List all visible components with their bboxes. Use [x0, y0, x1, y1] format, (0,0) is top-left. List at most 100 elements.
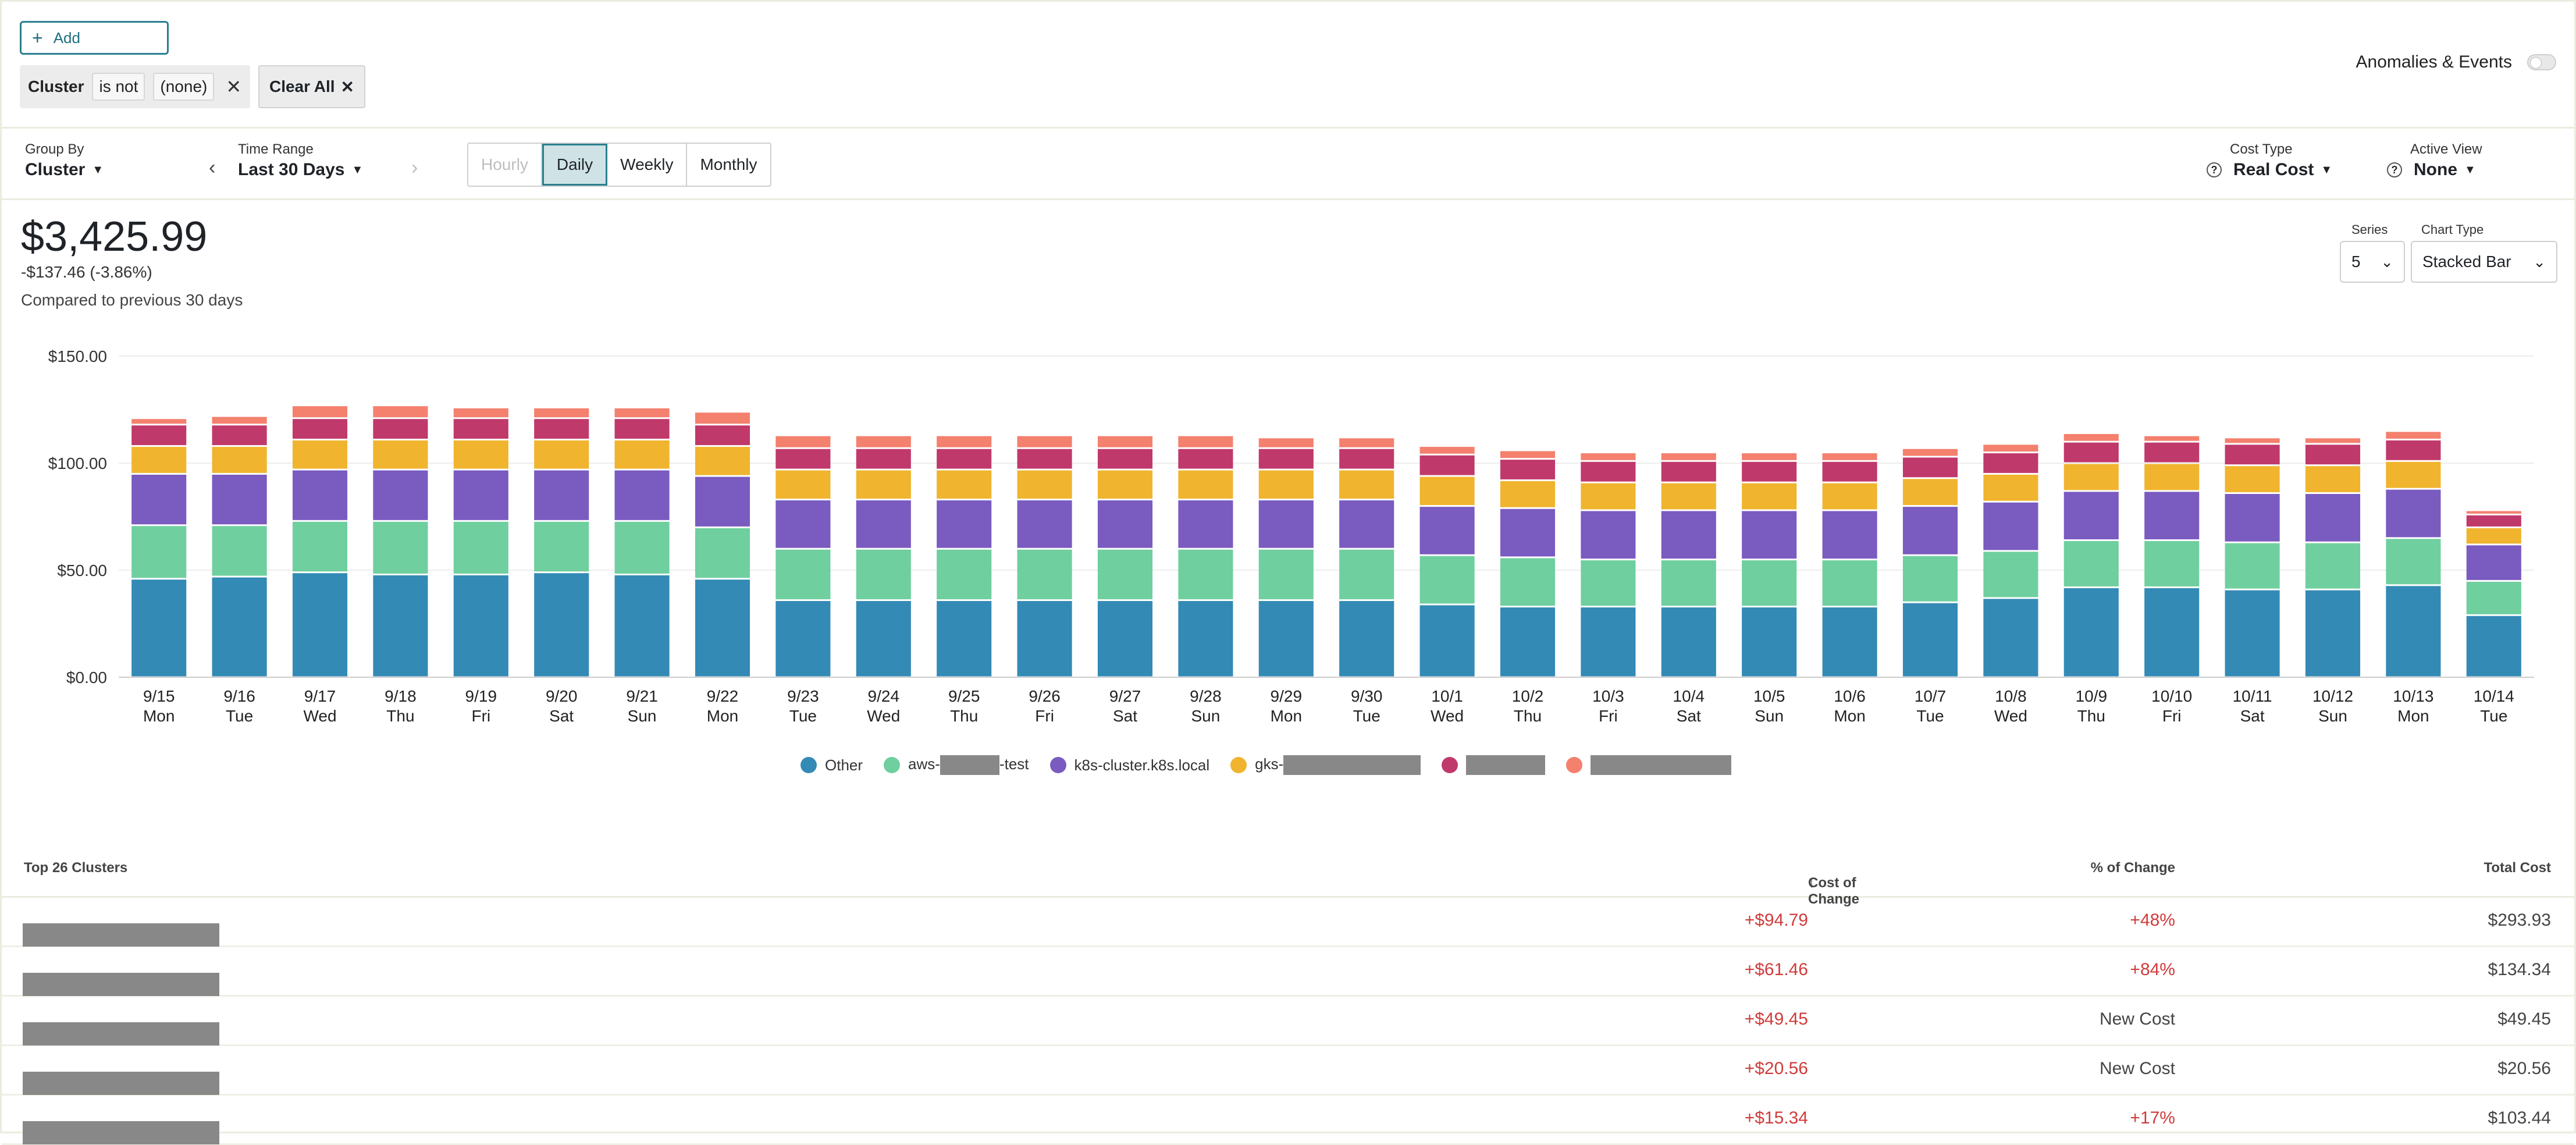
bar-segment-redacted-9-27[interactable]: [1097, 436, 1153, 447]
help-icon[interactable]: ?: [2207, 162, 2222, 177]
bar-segment-k8s-cluster-k8s-local-9-17[interactable]: [292, 470, 348, 520]
bar-segment-gks-redacted-9-18[interactable]: [373, 440, 428, 469]
bar-segment-aws-redacted-test-9-25[interactable]: [937, 549, 992, 600]
bar-segment-other-9-21[interactable]: [614, 575, 670, 677]
bar-segment-redacted-10-8[interactable]: [1983, 445, 2038, 452]
bar-segment-redacted-9-25[interactable]: [937, 449, 992, 469]
bar-segment-redacted-10-3[interactable]: [1581, 461, 1636, 482]
bar-segment-k8s-cluster-k8s-local-9-28[interactable]: [1178, 500, 1233, 548]
bar-segment-other-9-27[interactable]: [1097, 601, 1153, 677]
bar-segment-k8s-cluster-k8s-local-10-2[interactable]: [1500, 509, 1556, 557]
bar-segment-redacted-10-13[interactable]: [2386, 432, 2441, 439]
bar-segment-other-9-19[interactable]: [453, 575, 508, 677]
bar-segment-other-9-23[interactable]: [775, 601, 831, 677]
bar-segment-aws-redacted-test-10-12[interactable]: [2305, 543, 2361, 589]
bar-segment-other-9-18[interactable]: [373, 575, 428, 677]
bar-segment-k8s-cluster-k8s-local-9-29[interactable]: [1258, 500, 1314, 548]
bar-segment-k8s-cluster-k8s-local-9-27[interactable]: [1097, 500, 1153, 548]
legend-item-redacted-1[interactable]: [1442, 755, 1546, 776]
cost-type-select[interactable]: Cost Type ? Real Cost ▼: [2207, 141, 2332, 180]
bar-segment-redacted-9-23[interactable]: [775, 436, 831, 447]
bar-segment-aws-redacted-test-10-3[interactable]: [1581, 560, 1636, 606]
bar-segment-aws-redacted-test-9-26[interactable]: [1017, 549, 1072, 600]
bar-segment-gks-redacted-10-11[interactable]: [2225, 466, 2280, 493]
bar-segment-other-10-5[interactable]: [1742, 607, 1797, 677]
bar-segment-redacted-10-9[interactable]: [2063, 442, 2119, 463]
bar-segment-redacted-9-29[interactable]: [1258, 438, 1314, 447]
bar-segment-k8s-cluster-k8s-local-9-16[interactable]: [212, 474, 267, 525]
bar-segment-gks-redacted-9-30[interactable]: [1339, 470, 1394, 499]
add-filter-button[interactable]: + Add: [20, 21, 169, 55]
time-range-select[interactable]: Time Range Last 30 Days ▼: [238, 141, 363, 180]
bar-segment-redacted-9-17[interactable]: [292, 419, 348, 439]
bar-segment-k8s-cluster-k8s-local-9-22[interactable]: [695, 477, 750, 527]
bar-segment-aws-redacted-test-10-2[interactable]: [1500, 558, 1556, 606]
bar-segment-redacted-9-23[interactable]: [775, 449, 831, 469]
bar-segment-other-10-12[interactable]: [2305, 590, 2361, 677]
legend-item-aws-test[interactable]: aws- -test: [884, 755, 1029, 776]
header-pct-change[interactable]: % of Change: [2090, 860, 2175, 876]
bar-segment-redacted-10-4[interactable]: [1661, 461, 1716, 482]
table-row[interactable]: aks_+$94.79+48%$293.93: [2, 898, 2574, 947]
bar-segment-redacted-9-17[interactable]: [292, 406, 348, 418]
bar-segment-other-9-20[interactable]: [534, 573, 589, 677]
bar-segment-other-9-30[interactable]: [1339, 601, 1394, 677]
bar-segment-gks-redacted-9-25[interactable]: [937, 470, 992, 499]
bar-segment-k8s-cluster-k8s-local-9-21[interactable]: [614, 470, 670, 520]
help-icon[interactable]: ?: [2387, 162, 2402, 177]
bar-segment-redacted-9-18[interactable]: [373, 419, 428, 439]
time-prev-chevron-left-icon[interactable]: ‹: [209, 157, 216, 179]
legend-item-gks[interactable]: gks-: [1230, 755, 1421, 776]
bar-segment-gks-redacted-9-22[interactable]: [695, 447, 750, 475]
bar-segment-other-9-17[interactable]: [292, 573, 348, 677]
bar-segment-other-10-2[interactable]: [1500, 607, 1556, 677]
bar-segment-other-10-7[interactable]: [1902, 603, 1958, 677]
bar-segment-redacted-10-13[interactable]: [2386, 440, 2441, 460]
bar-segment-aws-redacted-test-10-8[interactable]: [1983, 552, 2038, 598]
bar-segment-aws-redacted-test-9-28[interactable]: [1178, 549, 1233, 600]
bar-segment-k8s-cluster-k8s-local-9-23[interactable]: [775, 500, 831, 548]
bar-segment-k8s-cluster-k8s-local-10-12[interactable]: [2305, 494, 2361, 542]
bar-segment-gks-redacted-10-1[interactable]: [1419, 477, 1475, 506]
bar-segment-gks-redacted-10-5[interactable]: [1742, 483, 1797, 510]
bar-segment-k8s-cluster-k8s-local-10-1[interactable]: [1419, 507, 1475, 554]
bar-segment-redacted-10-11[interactable]: [2225, 438, 2280, 443]
bar-segment-redacted-10-5[interactable]: [1742, 453, 1797, 460]
bar-segment-redacted-9-25[interactable]: [937, 436, 992, 447]
bar-segment-redacted-9-28[interactable]: [1178, 449, 1233, 469]
bar-segment-redacted-9-26[interactable]: [1017, 449, 1072, 469]
bar-segment-redacted-10-14[interactable]: [2466, 511, 2521, 514]
bar-segment-gks-redacted-10-3[interactable]: [1581, 483, 1636, 510]
bar-segment-redacted-10-1[interactable]: [1419, 447, 1475, 454]
bar-segment-other-10-3[interactable]: [1581, 607, 1636, 677]
bar-segment-redacted-10-4[interactable]: [1661, 453, 1716, 460]
bar-segment-redacted-9-24[interactable]: [856, 436, 911, 447]
bar-segment-other-10-13[interactable]: [2386, 586, 2441, 677]
bar-segment-k8s-cluster-k8s-local-9-18[interactable]: [373, 470, 428, 520]
bar-segment-k8s-cluster-k8s-local-9-26[interactable]: [1017, 500, 1072, 548]
bar-segment-k8s-cluster-k8s-local-10-6[interactable]: [1822, 511, 1877, 559]
bar-segment-other-9-26[interactable]: [1017, 601, 1072, 677]
bar-segment-gks-redacted-9-26[interactable]: [1017, 470, 1072, 499]
bar-segment-redacted-9-30[interactable]: [1339, 438, 1394, 447]
bar-segment-other-9-28[interactable]: [1178, 601, 1233, 677]
active-view-select[interactable]: Active View ? None ▼: [2387, 141, 2482, 180]
bar-segment-gks-redacted-10-13[interactable]: [2386, 461, 2441, 488]
bar-segment-redacted-9-24[interactable]: [856, 449, 911, 469]
bar-segment-gks-redacted-9-20[interactable]: [534, 440, 589, 469]
bar-segment-redacted-9-19[interactable]: [453, 408, 508, 418]
bar-segment-redacted-10-11[interactable]: [2225, 445, 2280, 465]
bar-segment-aws-redacted-test-10-13[interactable]: [2386, 539, 2441, 585]
bar-segment-redacted-10-2[interactable]: [1500, 460, 1556, 479]
bar-segment-other-9-22[interactable]: [695, 579, 750, 677]
granularity-monthly[interactable]: Monthly: [700, 155, 757, 173]
bar-segment-k8s-cluster-k8s-local-9-20[interactable]: [534, 470, 589, 520]
bar-segment-aws-redacted-test-10-10[interactable]: [2144, 541, 2200, 586]
bar-segment-aws-redacted-test-10-4[interactable]: [1661, 560, 1716, 606]
bar-segment-gks-redacted-9-19[interactable]: [453, 440, 508, 469]
bar-segment-other-10-9[interactable]: [2063, 588, 2119, 677]
filter-operator[interactable]: is not: [92, 73, 145, 101]
bar-segment-redacted-10-2[interactable]: [1500, 451, 1556, 458]
bar-segment-aws-redacted-test-9-24[interactable]: [856, 549, 911, 600]
